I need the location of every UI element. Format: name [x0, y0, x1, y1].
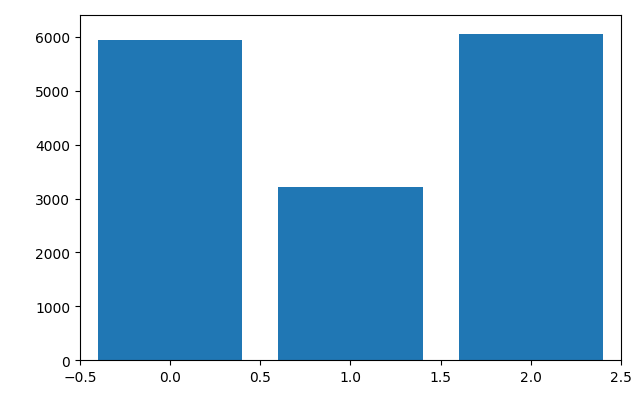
Bar — [278, 187, 422, 360]
Bar — [98, 40, 243, 360]
Bar — [458, 35, 603, 360]
